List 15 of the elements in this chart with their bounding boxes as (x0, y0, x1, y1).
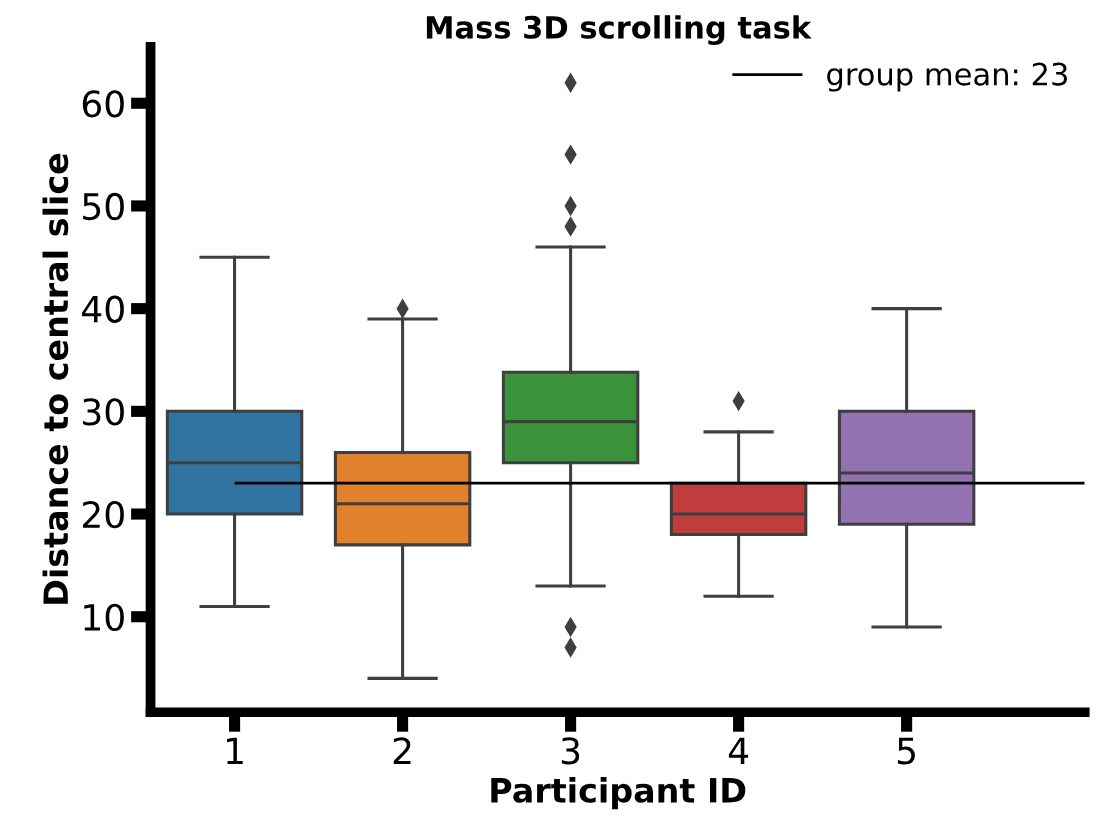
y-axis-title: Distance to central slice (42, 153, 69, 604)
x-tick-label: 2 (393, 737, 411, 764)
x-tick-label: 1 (227, 737, 243, 764)
x-tick-label: 3 (561, 737, 580, 765)
legend-label: group mean: 23 (827, 62, 1067, 92)
y-tick-label: 10 (84, 603, 124, 631)
x-tick-label: 4 (728, 737, 749, 764)
y-tick-label: 30 (83, 398, 124, 426)
x-axis-title: Participant ID (491, 777, 746, 810)
y-tick-label: 20 (82, 500, 124, 529)
chart-title: Mass 3D scrolling task (426, 15, 812, 46)
y-tick-label: 60 (82, 90, 124, 118)
y-tick-label: 40 (82, 295, 124, 323)
x-tick-label: 5 (897, 737, 915, 765)
y-tick-label: 50 (83, 192, 124, 221)
